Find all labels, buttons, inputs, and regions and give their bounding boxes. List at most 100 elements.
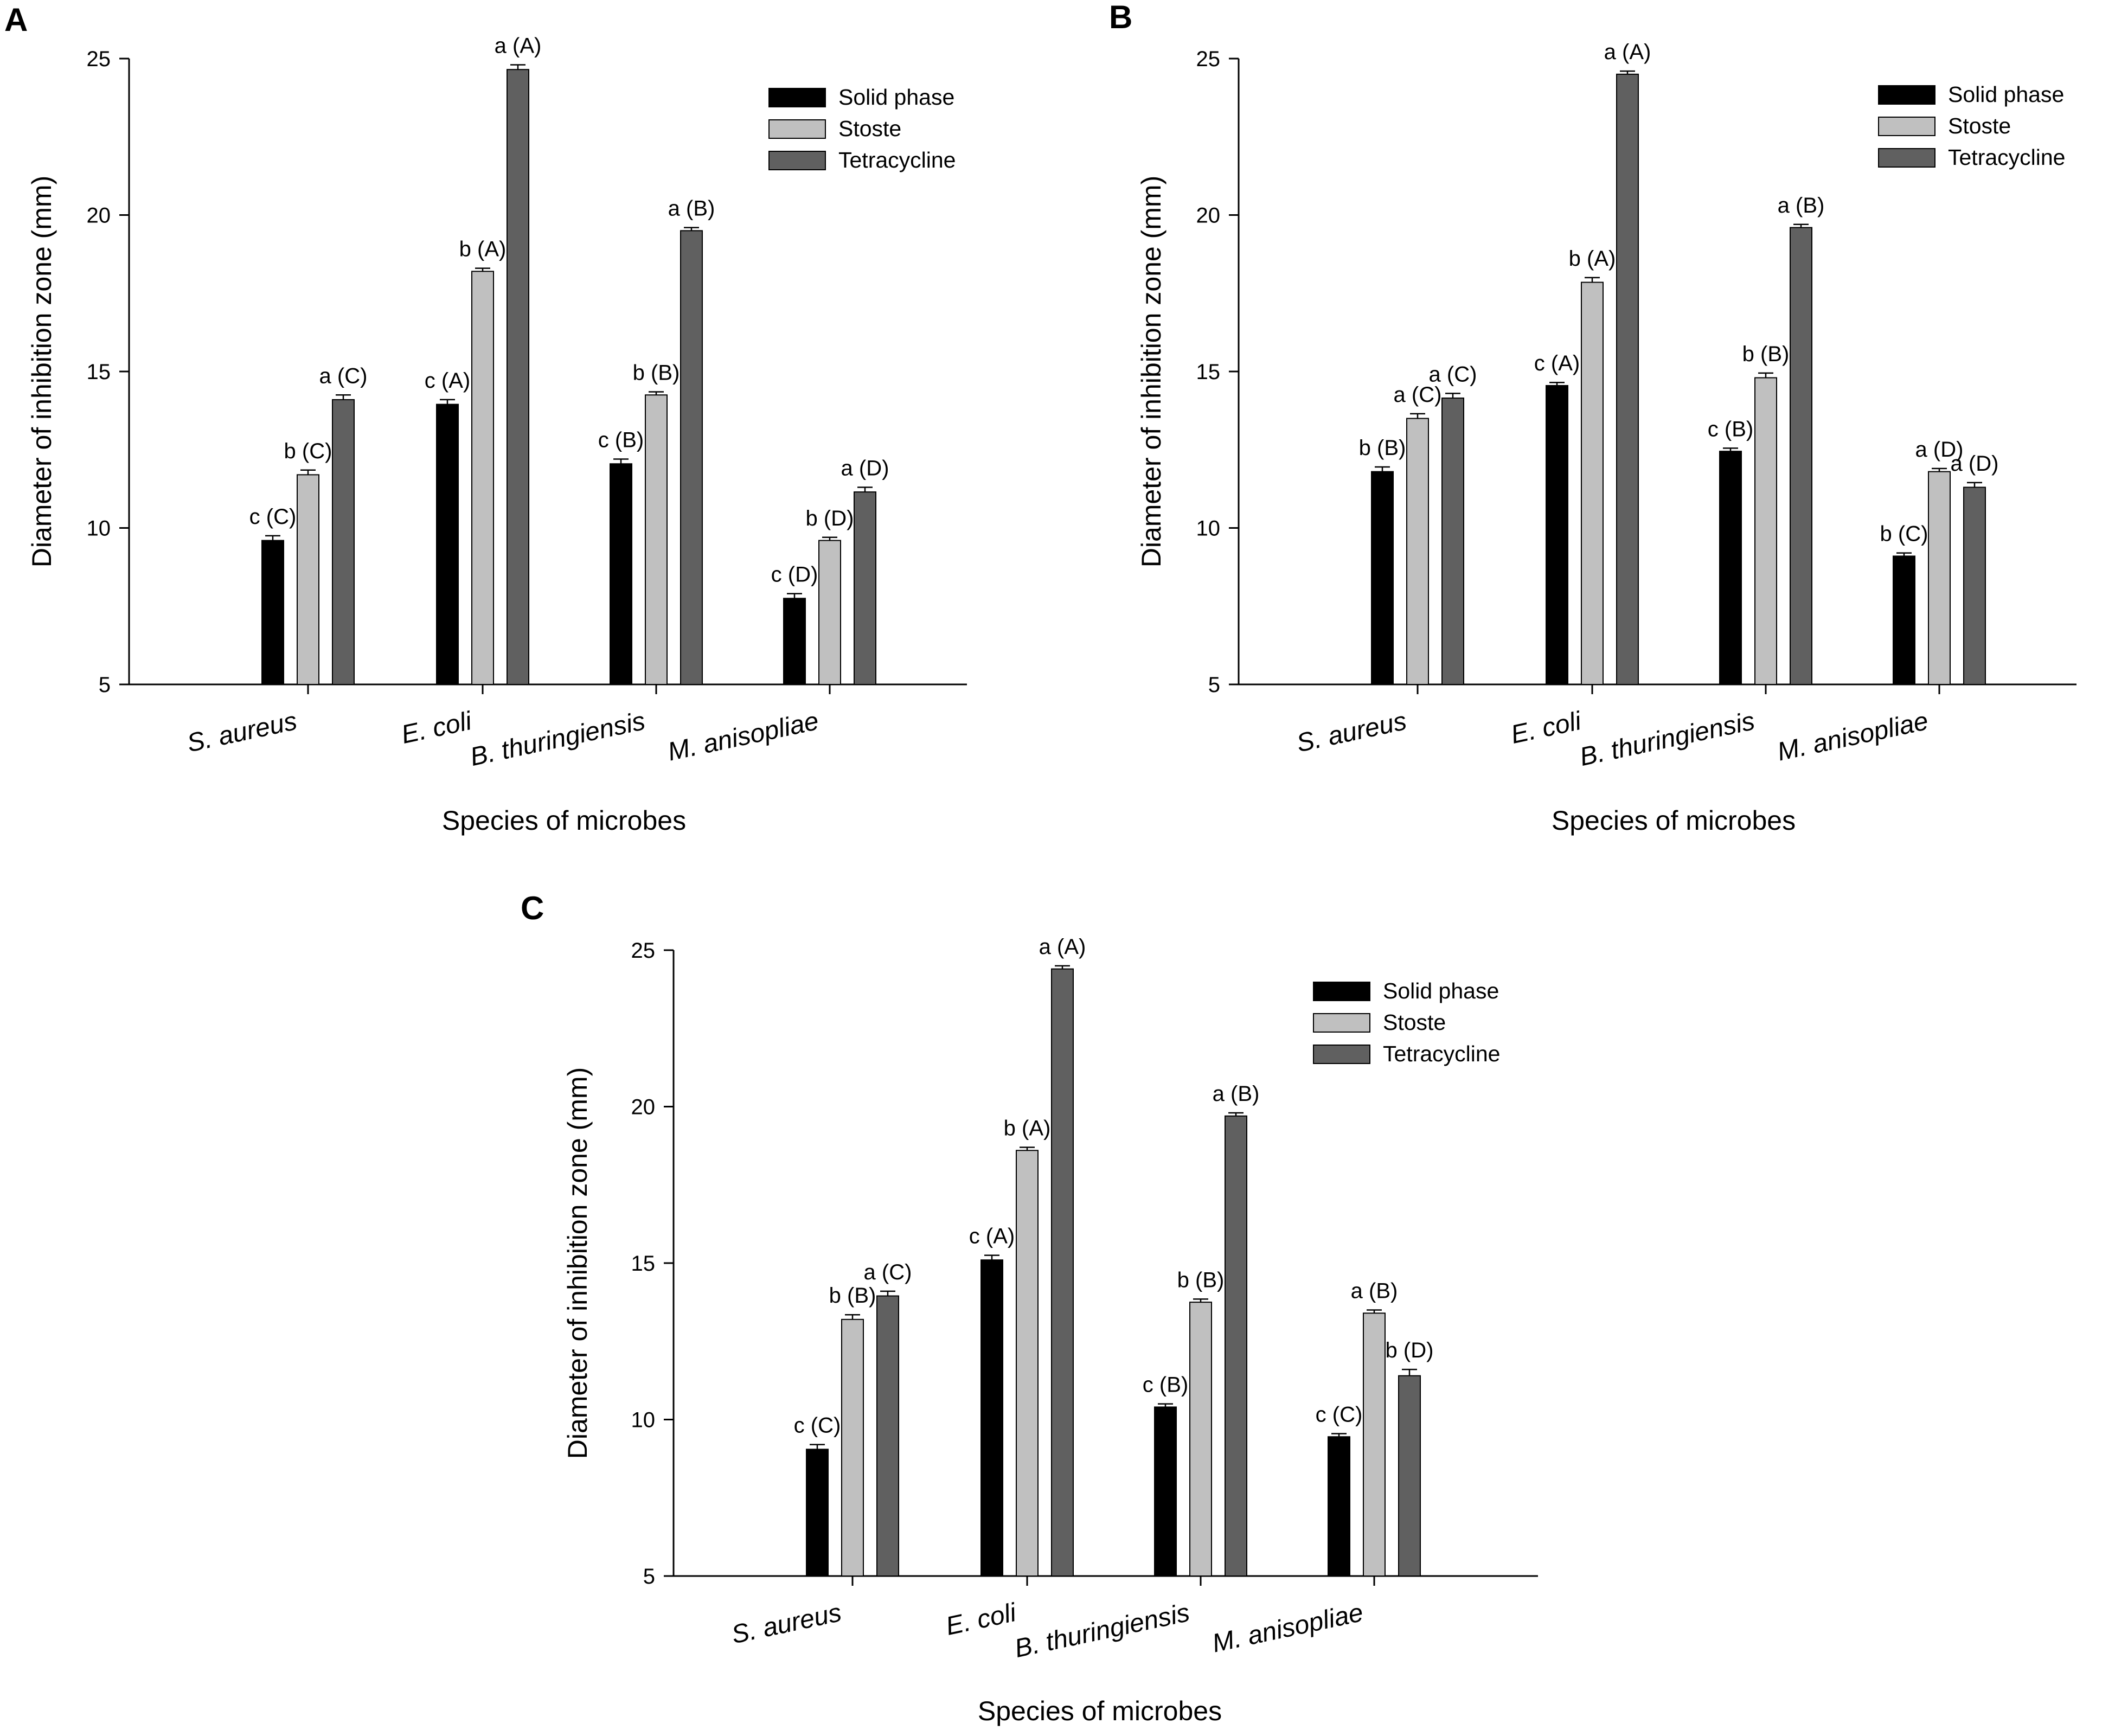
bar-label: a (A) [495, 34, 542, 58]
bar [471, 271, 494, 685]
y-tick-label: 5 [643, 1565, 655, 1588]
bar [1051, 968, 1074, 1577]
y-axis-title: Diameter of inhibition zone (mm) [1136, 176, 1167, 568]
bar [610, 463, 632, 686]
y-axis-title: Diameter of inhibition zone (mm) [27, 176, 57, 568]
bar-label: b (B) [1359, 436, 1406, 460]
legend-swatch [1878, 117, 1935, 136]
category-label: M. anisopliae [1775, 707, 1931, 767]
bar-label: c (C) [249, 505, 297, 529]
bar-label: b (B) [1177, 1268, 1225, 1292]
bar-label: a (B) [1351, 1279, 1398, 1303]
category-label: B. thuringiensis [1577, 707, 1757, 772]
bar [1581, 281, 1604, 685]
legend-label: Stoste [838, 116, 901, 141]
category-label: S. aureus [1294, 707, 1409, 758]
bar [1546, 385, 1568, 685]
bar-label: c (B) [598, 428, 644, 452]
bar-label: a (D) [841, 456, 889, 480]
legend-label: Solid phase [838, 85, 954, 110]
y-tick-label: 5 [99, 673, 111, 697]
x-axis-title: Species of microbes [442, 805, 686, 836]
y-tick-label: 20 [1196, 204, 1221, 228]
bar-label: b (B) [829, 1284, 876, 1308]
bar-label: c (C) [794, 1414, 841, 1438]
bar [980, 1259, 1003, 1577]
bar-label: a (A) [1039, 935, 1086, 959]
bar [1363, 1312, 1386, 1577]
x-axis-title: Species of microbes [978, 1696, 1222, 1726]
legend-swatch [768, 119, 826, 139]
legend-label: Stoste [1948, 113, 2011, 138]
y-tick-label: 25 [1196, 47, 1221, 71]
bar-label: b (A) [1004, 1117, 1051, 1141]
legend: Solid phase Stoste Tetracycline [1313, 978, 1500, 1066]
panel-a: A 5 10 15 20 25 c (C) b (C) a (C) S. aureus c (A)… [4, 2, 967, 836]
bar-label: c (A) [1534, 351, 1580, 375]
y-tick-label: 10 [1196, 517, 1221, 541]
bar [332, 399, 355, 685]
y-tick-label: 15 [631, 1252, 656, 1276]
chart-a: 5 10 15 20 25 c (C) b (C) a (C) S. aureus c (A) b … [27, 34, 967, 836]
panel-letter-a: A [4, 2, 28, 38]
bar-label: a (B) [668, 197, 715, 221]
bar-label: a (B) [1778, 194, 1825, 217]
bar [680, 230, 703, 686]
bar [876, 1295, 899, 1577]
bar [507, 69, 529, 686]
bar-label: b (C) [284, 439, 332, 463]
bar [1371, 471, 1394, 685]
bar [1754, 377, 1777, 685]
bar-label: a (C) [1394, 383, 1442, 407]
bar-label: a (C) [864, 1260, 912, 1284]
legend-label: Tetracycline [1383, 1041, 1500, 1066]
bar-label: a (C) [1429, 362, 1477, 386]
bar [1398, 1375, 1421, 1577]
bar [1928, 471, 1951, 685]
bar-label: a (D) [1951, 452, 1999, 476]
y-tick-label: 5 [1208, 673, 1220, 697]
bar-label: b (C) [1880, 522, 1928, 546]
bar-label: c (D) [771, 563, 818, 587]
bar [1963, 486, 1986, 685]
category-label: M. anisopliae [665, 707, 822, 767]
bar-label: c (B) [1143, 1373, 1188, 1397]
bar-label: b (A) [1569, 247, 1616, 271]
bar-label: a (C) [319, 364, 368, 388]
bar-label: b (D) [806, 507, 854, 530]
y-tick-label: 20 [87, 204, 111, 228]
bar-label: b (B) [1742, 342, 1790, 366]
legend: Solid phase Stoste Tetracycline [768, 85, 956, 172]
bar [297, 474, 319, 685]
bar-label: c (B) [1708, 417, 1753, 441]
legend-label: Solid phase [1383, 978, 1499, 1003]
panel-letter-b: B [1109, 0, 1132, 35]
y-tick-label: 20 [631, 1096, 656, 1119]
chart-b: 5 10 15 20 25 b (B) a (C)a (C) S. aureus c (A) b … [1136, 40, 2076, 836]
bar [841, 1318, 864, 1577]
legend-swatch [1313, 1045, 1370, 1064]
bar [1016, 1150, 1039, 1577]
bar-label: c (A) [425, 369, 470, 393]
bar [783, 598, 806, 685]
legend-swatch [1313, 1013, 1370, 1033]
y-tick-label: 10 [87, 517, 111, 541]
legend-label: Stoste [1383, 1010, 1446, 1035]
bar-label: a (B) [1213, 1082, 1260, 1106]
category-label: M. anisopliae [1210, 1598, 1366, 1658]
category-label: B. thuringiensis [467, 707, 648, 772]
bar [1154, 1406, 1177, 1577]
legend-label: Tetracycline [1948, 145, 2065, 170]
bar [1441, 398, 1464, 685]
bar [1893, 555, 1915, 686]
legend-swatch [768, 88, 826, 107]
bar-label: c (A) [969, 1225, 1015, 1248]
panel-letter-c: C [521, 890, 544, 926]
bar-label: a (D) [1915, 438, 1964, 462]
bar-label: b (D) [1386, 1338, 1434, 1362]
bar [645, 394, 668, 685]
category-label: E. coli [943, 1598, 1019, 1641]
y-tick-label: 15 [1196, 360, 1221, 384]
y-axis-title: Diameter of inhibition zone (mm) [562, 1067, 593, 1459]
